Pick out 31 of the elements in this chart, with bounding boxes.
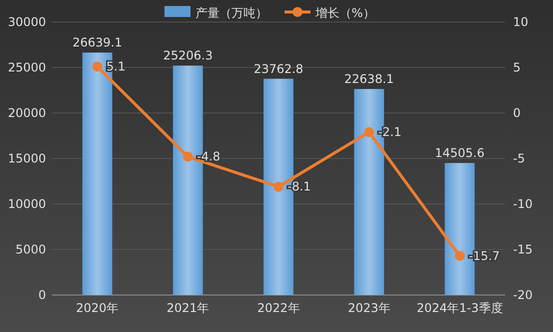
- y-tick-label: 30000: [8, 15, 46, 29]
- legend-label: 产量（万吨）: [196, 6, 268, 20]
- y-tick-label: 10000: [8, 197, 46, 211]
- legend-label: 增长（%）: [314, 6, 375, 20]
- y2-tick-label: 10: [513, 15, 528, 29]
- y-tick-label: 15000: [8, 152, 46, 166]
- y-tick-label: 20000: [8, 106, 46, 120]
- x-tick-label: 2023年: [348, 301, 390, 315]
- y-tick-label: 5000: [15, 242, 46, 256]
- data-label: 14505.6: [434, 146, 485, 160]
- x-tick-label: 2020年: [76, 301, 119, 315]
- x-tick-label: 2021年: [166, 301, 210, 315]
- y2-tick-label: -10: [513, 197, 533, 211]
- data-label: 22638.1: [344, 72, 394, 86]
- point: [182, 152, 193, 162]
- point: [92, 62, 102, 72]
- y-tick-label: 25000: [8, 60, 46, 74]
- x-tick-label: 2022年: [257, 301, 300, 315]
- y2-tick-label: 0: [513, 106, 521, 120]
- data-label: 25206.3: [163, 48, 213, 63]
- y2-tick-label: -20: [513, 288, 533, 302]
- y2-tick-label: -5: [513, 152, 525, 166]
- x-tick-label: 2024年1-3季度: [416, 301, 503, 315]
- y2-tick-label: -15: [513, 242, 533, 256]
- data-label: 26639.1: [72, 36, 122, 50]
- point: [274, 182, 284, 192]
- point: [454, 250, 465, 261]
- point: [364, 127, 374, 138]
- y2-tick-label: 5: [513, 60, 521, 74]
- y-tick-label: 0: [38, 288, 46, 302]
- data-label: 23762.8: [254, 62, 304, 76]
